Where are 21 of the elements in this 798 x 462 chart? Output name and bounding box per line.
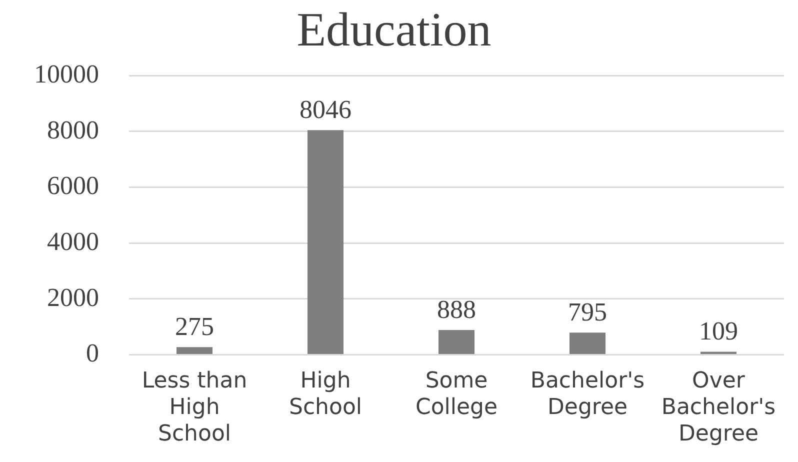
y-tick-label: 6000 [47, 171, 99, 200]
y-tick-label: 10000 [34, 59, 99, 88]
data-label: 275 [175, 312, 214, 341]
x-tick-label: Less than High School [142, 368, 248, 447]
y-tick-label: 0 [86, 338, 99, 368]
bar [307, 130, 344, 354]
y-tick-label: 2000 [47, 282, 99, 312]
y-tick-label: 4000 [47, 226, 99, 256]
data-label: 109 [699, 316, 738, 346]
data-label: 888 [437, 294, 476, 324]
data-label: 8046 [300, 94, 352, 124]
x-tick-label: Over Bachelor's Degree [661, 368, 776, 447]
bar [569, 332, 606, 354]
x-tick-label: Some College [415, 368, 498, 420]
bar [176, 347, 213, 354]
chart-title: Education [296, 3, 492, 56]
bar [438, 330, 475, 354]
data-label: 795 [568, 297, 607, 326]
x-tick-label: High School [288, 368, 362, 420]
y-tick-label: 8000 [47, 115, 99, 144]
x-tick-label: Bachelor's Degree [530, 368, 645, 420]
